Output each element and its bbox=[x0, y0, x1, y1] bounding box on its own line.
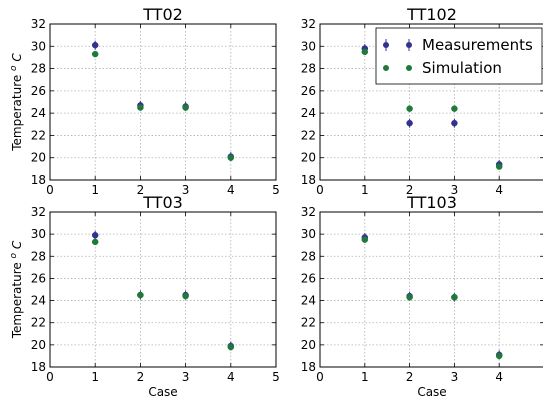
y-tick-label: 20 bbox=[31, 338, 46, 352]
y-tick-label: 22 bbox=[301, 128, 316, 142]
y-tick-label: 20 bbox=[31, 151, 46, 165]
x-tick-label: 0 bbox=[316, 183, 324, 197]
y-tick-label: 32 bbox=[31, 205, 46, 219]
y-tick-label: 22 bbox=[31, 316, 46, 330]
x-tick-label: 5 bbox=[272, 370, 280, 384]
x-tick-label: 2 bbox=[137, 183, 145, 197]
panel-tt03: 0 1 2 3 4 5 18 20 22 24 26 28 30 32 TT03 Case Temperatur… bbox=[9, 193, 280, 399]
legend-label: Simulation bbox=[422, 59, 502, 77]
point-simulation bbox=[406, 294, 413, 301]
panel-title: TT03 bbox=[142, 193, 183, 212]
x-tick-label: 3 bbox=[451, 183, 459, 197]
plot-frame bbox=[49, 23, 277, 181]
point-simulation bbox=[406, 105, 413, 112]
point-simulation bbox=[361, 236, 369, 243]
legend-label: Measurements bbox=[422, 36, 533, 54]
y-axis-label: Temperature o C bbox=[9, 53, 24, 152]
point-simulation bbox=[182, 104, 189, 111]
x-tick-label: 2 bbox=[406, 183, 414, 197]
point-measurements bbox=[91, 41, 99, 49]
y-tick-label: 20 bbox=[301, 338, 316, 352]
y-tick-label: 20 bbox=[301, 151, 316, 165]
x-tick-label: 0 bbox=[316, 370, 324, 384]
y-tick-label: 32 bbox=[301, 205, 316, 219]
x-tick-label: 1 bbox=[91, 183, 99, 197]
y-tick-label: 28 bbox=[301, 62, 316, 76]
point-simulation bbox=[227, 154, 235, 161]
y-tick-label: 30 bbox=[31, 227, 46, 241]
y-tick-label: 30 bbox=[301, 227, 316, 241]
y-tick-label: 32 bbox=[31, 17, 46, 31]
y-tick-label: 26 bbox=[31, 84, 46, 98]
point-simulation bbox=[137, 291, 144, 299]
legend-marker bbox=[383, 65, 389, 71]
y-tick-label: 18 bbox=[301, 173, 316, 187]
plot-frame bbox=[49, 211, 277, 368]
x-tick-label: 1 bbox=[361, 370, 369, 384]
y-tick-label: 18 bbox=[31, 173, 46, 187]
y-tick-label: 28 bbox=[31, 62, 46, 76]
x-tick-label: 1 bbox=[91, 370, 99, 384]
point-simulation bbox=[182, 292, 189, 300]
x-tick-label: 3 bbox=[182, 370, 190, 384]
panel-tt02: 0 1 2 3 4 5 18 20 22 24 26 28 30 32 TT02 Temperature o … bbox=[9, 5, 280, 197]
point-simulation bbox=[451, 294, 458, 301]
y-tick-label: 18 bbox=[31, 360, 46, 374]
y-tick-label: 24 bbox=[31, 106, 46, 120]
x-tick-label: 0 bbox=[46, 370, 54, 384]
x-tick-label: 4 bbox=[495, 370, 503, 384]
point-simulation bbox=[227, 343, 235, 351]
x-axis-label: Case bbox=[417, 385, 446, 399]
point-simulation bbox=[451, 105, 458, 112]
y-tick-label: 28 bbox=[31, 249, 46, 263]
point-simulation bbox=[495, 163, 503, 170]
x-tick-label: 3 bbox=[451, 370, 459, 384]
y-tick-label: 30 bbox=[301, 39, 316, 53]
point-measurements bbox=[406, 119, 413, 127]
y-tick-label: 26 bbox=[301, 271, 316, 285]
y-axis-label: Temperature o C bbox=[9, 240, 24, 339]
point-measurements bbox=[91, 232, 99, 239]
point-measurements bbox=[451, 119, 458, 127]
panel-title: TT02 bbox=[142, 5, 183, 24]
x-tick-label: 2 bbox=[137, 370, 145, 384]
x-tick-label: 1 bbox=[361, 183, 369, 197]
y-tick-label: 24 bbox=[301, 106, 316, 120]
panel-title: TT103 bbox=[406, 193, 457, 212]
panel-tt102: 0 1 2 3 4 18 20 22 24 26 28 30 32 TT102 Measurements Si… bbox=[301, 5, 543, 197]
x-tick-label: 5 bbox=[272, 183, 280, 197]
y-tick-label: 18 bbox=[301, 360, 316, 374]
point-simulation bbox=[495, 352, 503, 360]
legend-box bbox=[375, 27, 543, 85]
point-simulation bbox=[137, 104, 144, 111]
point-simulation bbox=[91, 238, 99, 246]
y-tick-label: 24 bbox=[31, 294, 46, 308]
plot-frame bbox=[319, 211, 543, 368]
x-tick-label: 4 bbox=[227, 183, 235, 197]
x-tick-label: 4 bbox=[227, 370, 235, 384]
point-simulation bbox=[91, 50, 99, 58]
point-simulation bbox=[361, 48, 369, 56]
y-tick-label: 32 bbox=[301, 17, 316, 31]
x-tick-label: 3 bbox=[182, 183, 190, 197]
x-tick-label: 4 bbox=[495, 183, 503, 197]
x-tick-label: 2 bbox=[406, 370, 414, 384]
x-axis-label: Case bbox=[148, 385, 177, 399]
x-tick-label: 0 bbox=[46, 183, 54, 197]
plot-frame bbox=[319, 23, 543, 181]
legend-marker bbox=[406, 65, 412, 71]
panel-tt103: 0 1 2 3 4 18 20 22 24 26 28 30 32 TT103 Case bbox=[301, 193, 543, 399]
y-tick-label: 28 bbox=[301, 249, 316, 263]
y-tick-label: 26 bbox=[301, 84, 316, 98]
y-tick-label: 22 bbox=[31, 128, 46, 142]
y-tick-label: 24 bbox=[301, 294, 316, 308]
y-tick-label: 26 bbox=[31, 271, 46, 285]
y-tick-label: 22 bbox=[301, 316, 316, 330]
y-tick-label: 30 bbox=[31, 39, 46, 53]
panel-title: TT102 bbox=[406, 5, 457, 24]
